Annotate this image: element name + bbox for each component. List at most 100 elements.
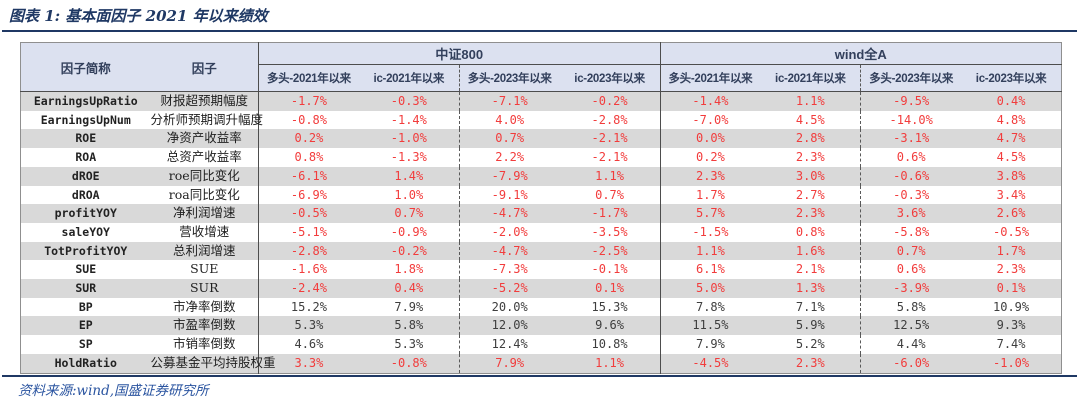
value-cell: -2.8% — [257, 241, 359, 261]
value-cell: 7.9% — [394, 299, 424, 314]
table-row-TotProfitYOY: TotProfitYOY 总利润增速 -2.8% -0.2% -4.7% -2.5% 1.1… — [20, 241, 1062, 261]
value-cell: -2.0% — [458, 222, 560, 242]
value-cell: 0.4% — [358, 279, 460, 298]
factor-name-cell: SUE — [190, 261, 219, 277]
subheader-csi800-col2: ic-2021年以来 — [358, 64, 460, 92]
group-header-row: 因子简称 因子 中证800 wind全A — [20, 42, 1062, 92]
value-cell: 11.5% — [659, 316, 761, 336]
value-cell: -0.5% — [993, 224, 1030, 239]
value-cell: -7.9% — [458, 166, 560, 186]
factor-name-cell: 财报超预期幅度 — [150, 91, 259, 111]
table-row-HoldRatio: HoldRatio 公募基金平均持股权重 3.3% -0.8% 7.9% 1.1% -4.5… — [20, 353, 1062, 374]
value-cell: 7.4% — [996, 337, 1026, 352]
value-cell: 10.9% — [993, 299, 1030, 314]
group-header-csi800: 中证800 — [258, 42, 660, 65]
figure-title: 图表 1: 基本面因子 2021 年以来绩效 — [9, 7, 268, 25]
value-cell: -7.0% — [659, 110, 761, 130]
value-cell: 12.5% — [860, 316, 962, 336]
value-cell: 5.2% — [795, 337, 825, 352]
table-row-SUE: SUE SUE -1.6% 1.8% -7.3% -0.1% 6.1% 2.1% 0.6% 2.3… — [21, 260, 1062, 280]
value-cell: 12.4% — [458, 335, 560, 354]
value-cell: -2.1% — [559, 129, 660, 149]
subheader-csi800-col3: 多头-2023年以来 — [458, 64, 560, 92]
value-cell: 0.6% — [860, 148, 962, 167]
factor-name-cell: 净资产收益率 — [150, 129, 259, 149]
value-cell: 1.0% — [394, 187, 424, 202]
value-cell: 5.0% — [659, 279, 761, 298]
value-cell: 5.7% — [659, 204, 761, 223]
factor-abbr-cell: SUE — [75, 262, 97, 277]
value-cell: 4.8% — [996, 112, 1026, 127]
factor-name-cell: 总资产收益率 — [166, 149, 242, 165]
value-cell: -2.5% — [559, 241, 660, 261]
value-cell: 0.6% — [860, 260, 962, 280]
value-cell: 0.7% — [458, 129, 560, 149]
value-cell: -1.4% — [390, 112, 427, 127]
value-cell: 10.8% — [591, 337, 628, 352]
value-cell: -1.4% — [659, 91, 761, 111]
factor-abbr-cell: SP — [78, 337, 93, 352]
factor-abbr-cell: HoldRatio — [20, 353, 151, 374]
value-cell: 0.8% — [257, 148, 359, 167]
bottom-divider-rule — [2, 375, 1077, 377]
value-cell: 0.2% — [659, 148, 761, 167]
value-cell: 2.3% — [659, 166, 761, 186]
value-cell: 7.8% — [659, 297, 761, 317]
value-cell: 3.4% — [996, 187, 1026, 202]
value-cell: 4.0% — [458, 110, 560, 130]
value-cell: 4.6% — [257, 335, 359, 354]
factor-abbr-cell: dROE — [20, 166, 151, 186]
factor-name-cell: 营收增速 — [179, 223, 230, 239]
value-cell: 1.1% — [760, 91, 861, 111]
subheader-wind-all-a-col3: 多头-2023年以来 — [860, 64, 962, 92]
value-cell: 1.7% — [961, 241, 1062, 261]
value-cell: -1.5% — [659, 222, 761, 242]
factor-performance-table: 因子简称 因子 中证800 wind全A 多头-2021年以来 ic-2021年以… — [20, 42, 1062, 374]
value-cell: 2.2% — [458, 148, 560, 167]
factor-abbr-cell: EP — [20, 316, 151, 336]
value-cell: 2.3% — [996, 262, 1026, 277]
value-cell: -1.6% — [257, 260, 359, 280]
factor-name-cell: 净利润增速 — [150, 204, 259, 223]
title-divider-rule — [2, 30, 1077, 32]
value-cell: 3.6% — [860, 204, 962, 223]
col-header-factor-abbr: 因子简称 — [20, 42, 151, 92]
value-cell: -4.5% — [659, 353, 761, 374]
value-cell: -5.1% — [257, 222, 359, 242]
value-cell: 0.8% — [795, 224, 825, 239]
value-cell: -2.8% — [591, 112, 628, 127]
table-row-saleYOY: saleYOY 营收增速 -5.1% -0.9% -2.0% -3.5% -1.5% 0.8%… — [21, 222, 1062, 242]
factor-name-cell: 分析师预期调升幅度 — [150, 111, 264, 127]
factor-abbr-cell: saleYOY — [61, 224, 110, 239]
value-cell: -3.1% — [860, 129, 962, 149]
value-cell: 2.7% — [795, 187, 825, 202]
value-cell: 0.1% — [961, 279, 1062, 298]
value-cell: -2.1% — [591, 150, 628, 165]
value-cell: 4.4% — [860, 335, 962, 354]
factor-abbr-cell: dROA — [71, 187, 100, 202]
value-cell: -5.8% — [860, 222, 962, 242]
factor-abbr-cell: profitYOY — [20, 204, 151, 223]
table-row-SP: SP 市销率倒数 4.6% 5.3% 12.4% 10.8% 7.9% 5.2% 4.4% 7.4… — [21, 335, 1062, 354]
value-cell: 1.1% — [559, 353, 660, 374]
value-cell: 20.0% — [458, 297, 560, 317]
value-cell: 7.1% — [795, 299, 825, 314]
value-cell: -0.3% — [860, 185, 962, 205]
value-cell: -5.2% — [458, 279, 560, 298]
value-cell: -0.9% — [390, 224, 427, 239]
value-cell: 0.1% — [559, 279, 660, 298]
factor-name-cell: roe同比变化 — [150, 166, 259, 186]
value-cell: 2.3% — [760, 204, 861, 223]
subheader-wind-all-a-col1: 多头-2021年以来 — [659, 64, 761, 92]
factor-name-cell: roa同比变化 — [168, 186, 240, 202]
value-cell: 5.8% — [860, 297, 962, 317]
value-cell: -0.8% — [257, 110, 359, 130]
value-cell: -7.1% — [458, 91, 560, 111]
value-cell: -1.7% — [257, 91, 359, 111]
value-cell: -0.3% — [358, 91, 460, 111]
value-cell: 5.9% — [760, 316, 861, 336]
subheader-csi800-col1: 多头-2021年以来 — [257, 64, 359, 92]
table-row-EarningsUpNum: EarningsUpNum 分析师预期调升幅度 -0.8% -1.4% 4.0% -2.8… — [21, 110, 1062, 130]
value-cell: 2.6% — [961, 204, 1062, 223]
value-cell: -0.2% — [559, 91, 660, 111]
